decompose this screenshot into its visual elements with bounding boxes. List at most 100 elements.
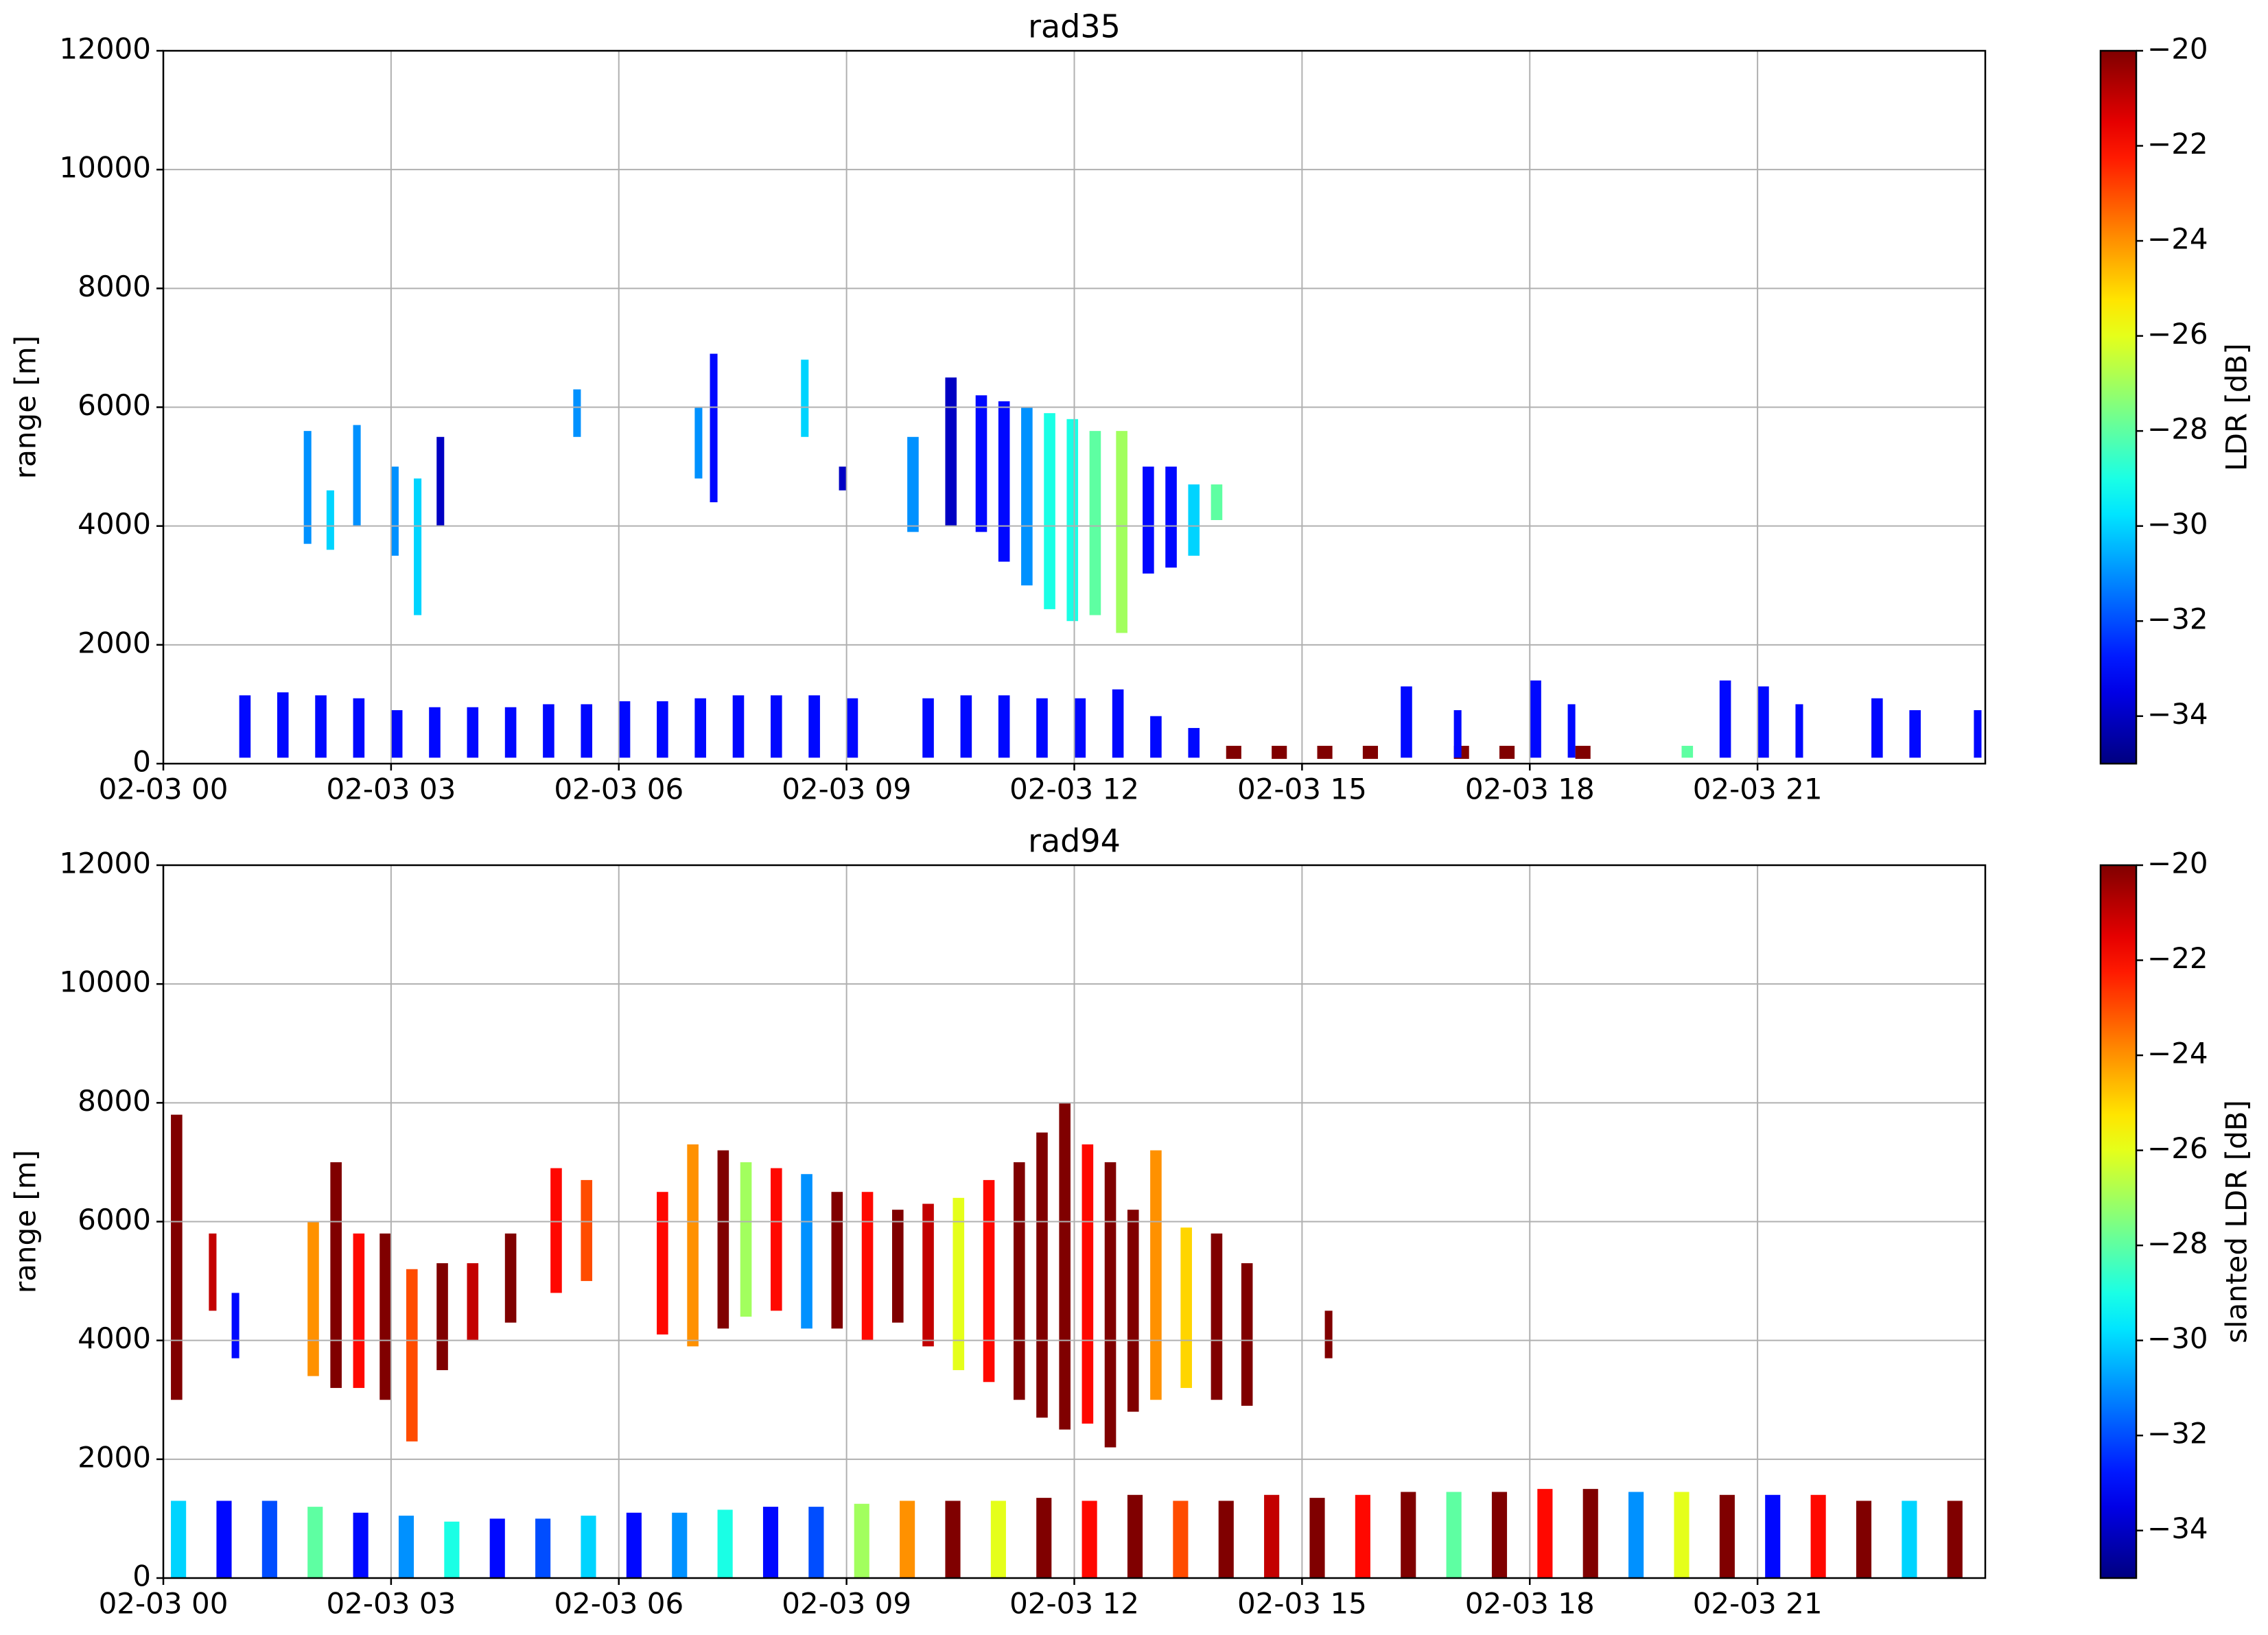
heatmap-cell: [1082, 1144, 1094, 1424]
heatmap-cell: [1180, 1227, 1192, 1388]
heatmap-cell: [1127, 1494, 1143, 1578]
heatmap-cell: [1499, 746, 1515, 760]
x-tick-label: 02-03 03: [326, 773, 456, 806]
heatmap-cell: [952, 1197, 965, 1370]
x-tick-label: 02-03 00: [99, 773, 229, 806]
colorbar-tick-label: −24: [2147, 222, 2208, 256]
heatmap-cell: [657, 701, 668, 758]
heatmap-cell: [771, 1168, 782, 1311]
heatmap-cell: [209, 1233, 217, 1311]
heatmap-cell: [922, 1203, 934, 1347]
heatmap-cell: [171, 1501, 187, 1578]
heatmap-cell: [945, 377, 957, 526]
y-axis-label: range [m]: [9, 336, 43, 479]
y-tick-label: 2000: [78, 626, 151, 659]
heatmap-cell: [1150, 716, 1162, 758]
heatmap-cell: [762, 1507, 779, 1578]
heatmap-cell: [1871, 698, 1883, 758]
heatmap-cell: [1104, 1162, 1117, 1448]
heatmap-cell: [581, 704, 593, 758]
heatmap-cell: [406, 1269, 418, 1442]
heatmap-cell: [1188, 728, 1200, 758]
heatmap-cell: [1401, 686, 1412, 758]
heatmap-cell: [467, 707, 479, 758]
heatmap-cell: [1082, 1501, 1097, 1578]
colorbar-tick-label: −28: [2147, 1227, 2208, 1260]
chart-title: rad94: [1028, 823, 1121, 860]
heatmap-cell: [998, 695, 1010, 758]
heatmap-cell: [1044, 413, 1055, 609]
heatmap-cell: [353, 425, 361, 526]
heatmap-cell: [892, 1210, 904, 1323]
heatmap-cell: [1902, 1501, 1917, 1578]
heatmap-cell: [1567, 704, 1576, 758]
heatmap-cell: [239, 695, 251, 758]
heatmap-cell: [1014, 1162, 1025, 1400]
heatmap-cell: [1355, 1494, 1370, 1578]
heatmap-cell: [1059, 1103, 1071, 1430]
heatmap-cell: [581, 1179, 593, 1282]
heatmap-cell: [436, 1263, 448, 1370]
heatmap-cell: [353, 698, 365, 758]
heatmap-cell: [1127, 1210, 1139, 1412]
colorbar-tick-label: −30: [2147, 507, 2208, 541]
heatmap-cell: [717, 1150, 729, 1329]
y-tick-label: 12000: [59, 847, 151, 880]
heatmap-cell: [831, 1192, 843, 1329]
x-tick-label: 02-03 09: [782, 773, 911, 806]
heatmap-cell: [1795, 704, 1803, 758]
heatmap-cell: [998, 401, 1010, 562]
heatmap-cell: [1226, 746, 1241, 760]
heatmap-cell: [732, 695, 745, 758]
heatmap-cell: [467, 1263, 479, 1341]
colorbar-tick-label: −32: [2147, 602, 2208, 636]
heatmap-cell: [504, 707, 517, 758]
colorbar-label: slanted LDR [dB]: [2220, 1100, 2254, 1343]
heatmap-cell: [581, 1516, 596, 1578]
heatmap-cell: [694, 407, 703, 479]
heatmap-cell: [1719, 1494, 1735, 1578]
colorbar-tick-label: −30: [2147, 1321, 2208, 1355]
colorbar-label: LDR [dB]: [2220, 343, 2254, 471]
colorbar-tick-label: −22: [2147, 127, 2208, 161]
heatmap-cell: [657, 1192, 668, 1335]
heatmap-cell: [1317, 746, 1333, 760]
heatmap-cell: [436, 436, 445, 526]
heatmap-cell: [444, 1521, 460, 1578]
y-tick-label: 6000: [78, 388, 151, 422]
y-tick-label: 4000: [78, 507, 151, 541]
x-tick-label: 02-03 18: [1465, 773, 1595, 806]
heatmap-cell: [1909, 710, 1921, 758]
heatmap-cell: [1074, 698, 1086, 758]
colorbar-frame: [2099, 864, 2138, 1579]
heatmap-cell: [1112, 689, 1124, 758]
heatmap-cell: [1453, 710, 1462, 758]
y-tick-label: 2000: [78, 1440, 151, 1474]
heatmap-cell: [922, 698, 934, 758]
heatmap-cell: [983, 1179, 995, 1383]
heatmap-cell: [740, 1162, 752, 1317]
heatmap-cell: [694, 698, 706, 758]
heatmap-cell: [1628, 1492, 1644, 1578]
colorbar-tick-label: −20: [2147, 847, 2208, 880]
heatmap-cell: [543, 704, 554, 758]
heatmap-cell: [846, 698, 858, 758]
heatmap-cell: [1362, 746, 1378, 760]
heatmap-cell: [907, 436, 919, 532]
x-tick-label: 02-03 21: [1693, 773, 1823, 806]
heatmap-cell: [390, 467, 399, 556]
heatmap-cell: [353, 1512, 369, 1578]
heatmap-cell: [1757, 686, 1769, 758]
heatmap-cell: [573, 389, 581, 437]
colorbar-tick-label: −34: [2147, 1512, 2208, 1545]
x-tick-label: 02-03 15: [1237, 1587, 1367, 1621]
heatmap-cell: [398, 1516, 414, 1578]
heatmap-cell: [1165, 467, 1177, 568]
heatmap-cell: [990, 1501, 1006, 1578]
heatmap-cell: [330, 1162, 342, 1388]
x-tick-label: 02-03 03: [326, 1587, 456, 1621]
heatmap-cell: [1810, 1494, 1826, 1578]
heatmap-cell: [1674, 1492, 1690, 1578]
heatmap-cell: [1446, 1492, 1462, 1578]
